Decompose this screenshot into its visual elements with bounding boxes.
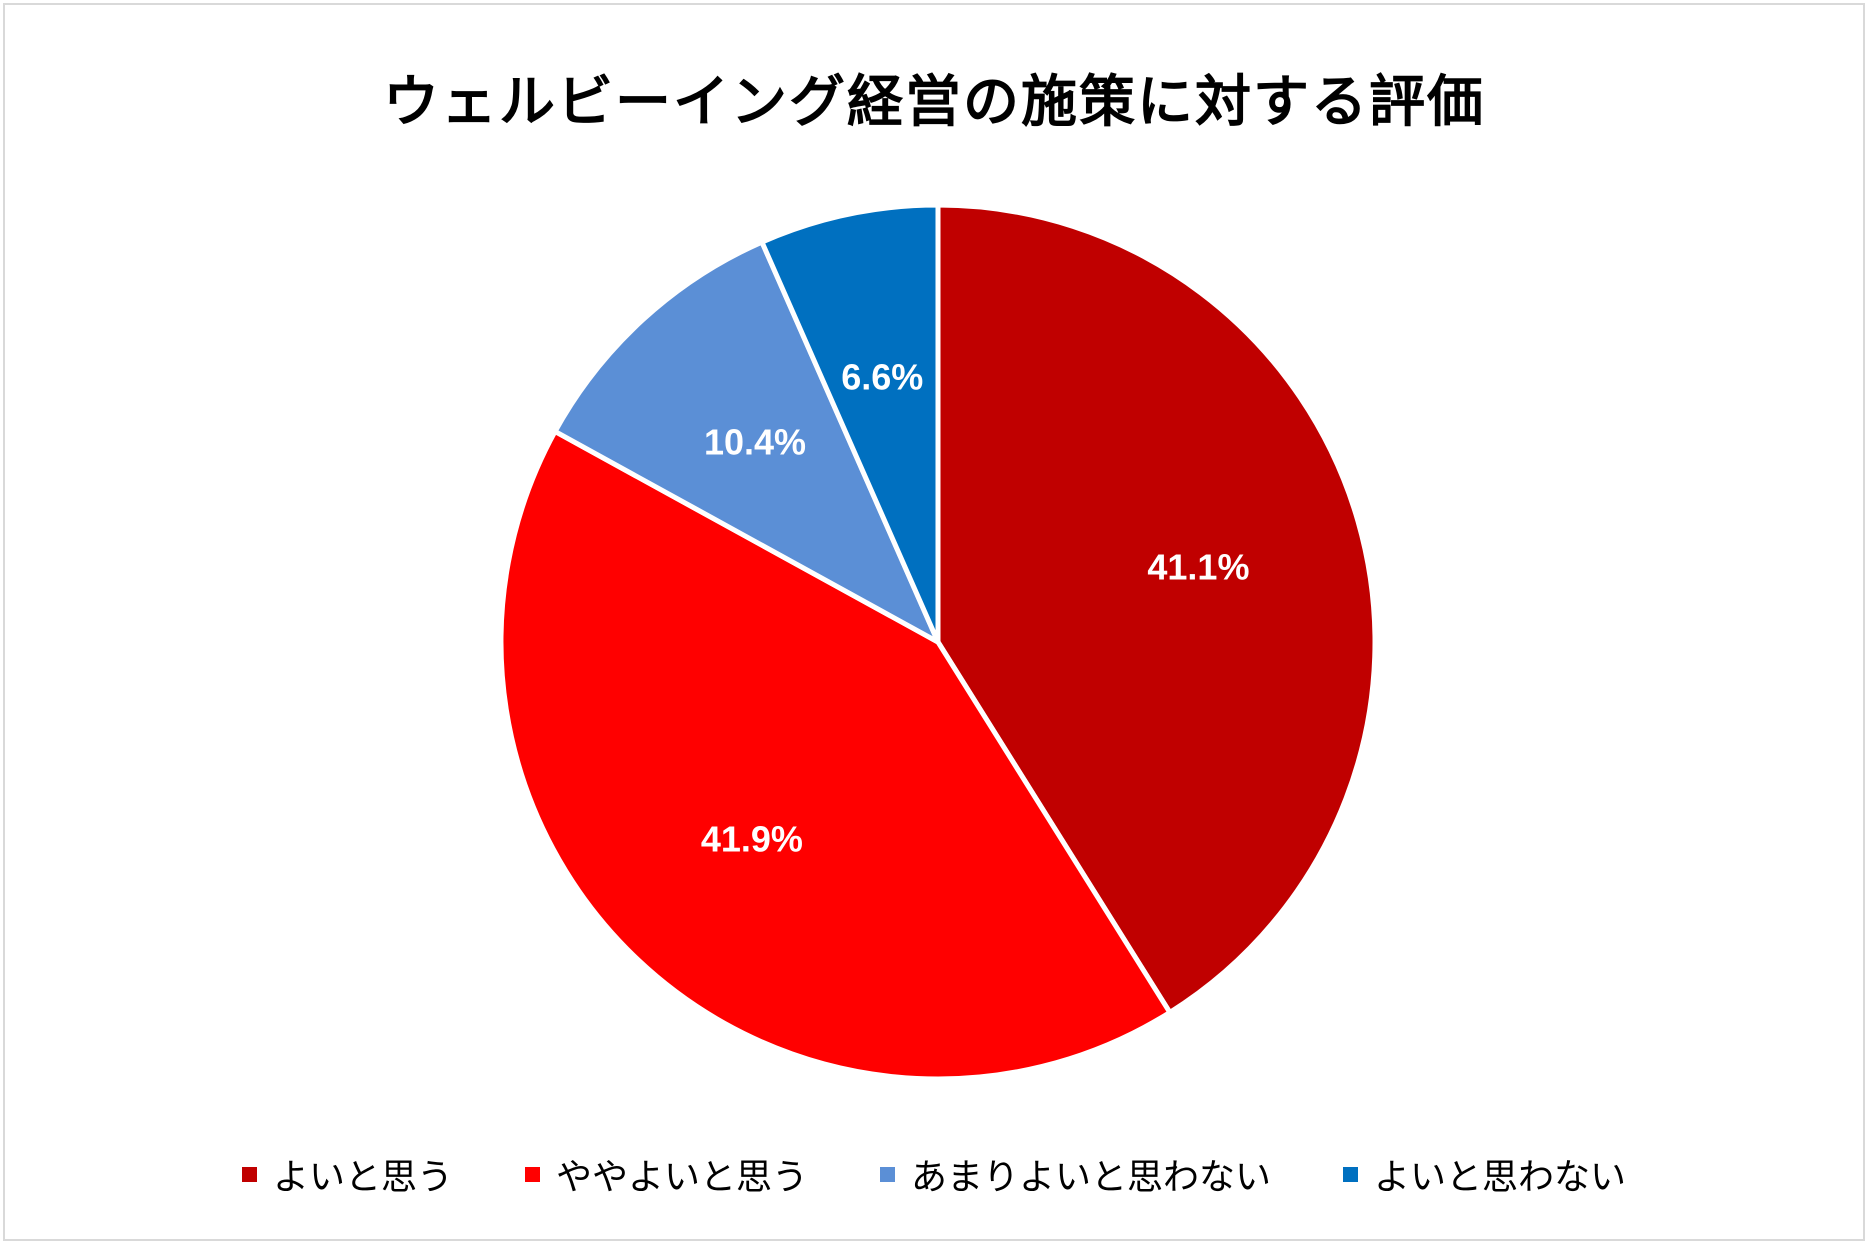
legend-swatch-yoi (241, 1166, 257, 1182)
legend: よいと思う ややよいと思う あまりよいと思わない よいと思わない (5, 1148, 1863, 1200)
legend-swatch-yaya-yoi (524, 1166, 540, 1182)
legend-item-yaya-yoi: ややよいと思う (524, 1148, 808, 1200)
data-label-yoi: 41.1% (1147, 547, 1249, 588)
pie-slice-yokunai (759, 202, 941, 645)
legend-label-yokunai: よいと思わない (1374, 1157, 1627, 1198)
legend-swatch-amari-yokunai (880, 1166, 895, 1182)
legend-label-yoi: よいと思う (272, 1157, 453, 1198)
pie-slice-amari-yokunai (552, 239, 941, 645)
data-label-yaya-yoi: 41.9% (701, 818, 803, 859)
pie-slice-yoi (935, 202, 1378, 1015)
data-label-yokunai: 6.6% (841, 356, 923, 397)
pie-slice-yaya-yoi (498, 428, 1173, 1082)
chart-frame: ウェルビーイング経営の施策に対する評価 41.1% 41.9% 10.4% 6.6% … (3, 3, 1865, 1241)
pie-chart: 41.1% 41.9% 10.4% 6.6% (498, 202, 1378, 1082)
legend-item-yokunai: よいと思わない (1343, 1148, 1626, 1200)
legend-label-yaya-yoi: ややよいと思う (555, 1157, 808, 1198)
legend-item-yoi: よいと思う (241, 1148, 453, 1200)
legend-swatch-yokunai (1343, 1166, 1359, 1182)
legend-item-amari-yokunai: あまりよいと思わない (880, 1148, 1271, 1200)
chart-title: ウェルビーイング経営の施策に対する評価 (383, 70, 1485, 135)
data-label-amari-yokunai: 10.4% (704, 422, 806, 463)
legend-label-amari-yokunai: あまりよいと思わない (911, 1157, 1272, 1198)
